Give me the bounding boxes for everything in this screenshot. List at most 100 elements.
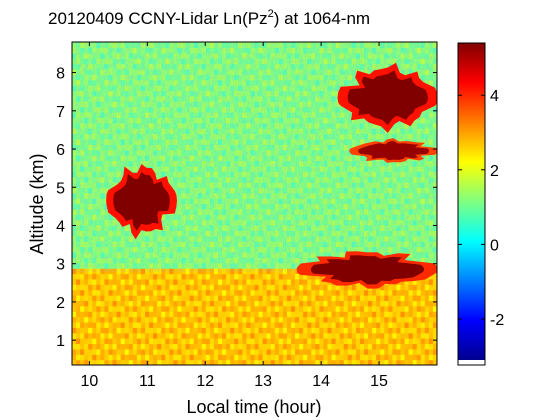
heatmap-cell [100, 300, 106, 307]
heatmap-cell [222, 359, 227, 365]
heatmap-cell [84, 332, 89, 339]
heatmap-cell [291, 359, 296, 365]
heatmap-cell [124, 278, 130, 285]
heatmap-cell [392, 305, 398, 312]
heatmap-cell [169, 338, 174, 345]
heatmap-cell [343, 327, 349, 334]
heatmap-cell [307, 300, 312, 307]
heatmap-cell [303, 311, 308, 318]
heatmap-cell [238, 359, 243, 365]
heatmap-cell [299, 327, 304, 334]
heatmap-cell [80, 354, 85, 361]
heatmap-cell [120, 278, 126, 285]
heatmap-cell [197, 354, 203, 361]
heatmap-cell [72, 316, 77, 323]
heatmap-cell [177, 332, 183, 339]
heatmap-cell [408, 354, 414, 361]
heatmap-cell [100, 321, 106, 328]
heatmap-cell [355, 354, 361, 361]
heatmap-cell [218, 284, 223, 291]
heatmap-cell [136, 327, 142, 334]
heatmap-cell [213, 316, 219, 323]
heatmap-cell [173, 348, 179, 355]
heatmap-cell [408, 321, 414, 328]
heatmap-cell [120, 295, 126, 301]
heatmap-cell [270, 354, 276, 361]
heatmap-cell [331, 354, 337, 361]
heatmap-cell [343, 348, 349, 355]
heatmap-cell [307, 327, 312, 334]
heatmap-cell [376, 289, 381, 296]
heatmap-cell [254, 327, 260, 334]
heatmap-cell [149, 295, 154, 301]
heatmap-cell [96, 273, 101, 280]
heatmap-cell [307, 338, 312, 345]
heatmap-cell [76, 278, 81, 285]
heatmap-cell [286, 305, 292, 312]
heatmap-cell [262, 295, 268, 301]
heatmap-cell [303, 300, 308, 307]
heatmap-cell [307, 359, 312, 365]
heatmap-cell [376, 338, 381, 345]
heatmap-cell [226, 305, 231, 312]
heatmap-cell [335, 354, 341, 361]
heatmap-cell [189, 305, 195, 312]
heatmap-cell [295, 327, 300, 334]
heatmap-cell [274, 305, 280, 312]
heatmap-cell [339, 338, 345, 345]
heatmap-cell [299, 354, 304, 361]
heatmap-cell [258, 332, 264, 339]
heatmap-cell [400, 343, 406, 350]
heatmap-cell [72, 295, 77, 301]
heatmap-cell [205, 354, 211, 361]
heatmap-cell [169, 273, 174, 280]
heatmap-cell [388, 300, 393, 307]
heatmap-cell [226, 327, 231, 334]
heatmap-cell [364, 327, 369, 334]
heatmap-cell [299, 289, 304, 296]
heatmap-cell [339, 359, 345, 365]
heatmap-cell [364, 343, 369, 350]
heatmap-cell [404, 311, 410, 318]
heatmap-cell [307, 321, 312, 328]
heatmap-cell [339, 316, 345, 323]
heatmap-cell [80, 327, 85, 334]
heatmap-cell [140, 295, 146, 301]
heatmap-cell [149, 332, 154, 339]
heatmap-cell [242, 289, 247, 296]
heatmap-cell [226, 289, 231, 296]
heatmap-cell [262, 316, 268, 323]
heatmap-cell [112, 348, 118, 355]
heatmap-cell [335, 327, 341, 334]
heatmap-cell [222, 332, 227, 339]
heatmap-cell [254, 332, 260, 339]
heatmap-cell [343, 332, 349, 339]
heatmap-cell [84, 359, 89, 365]
heatmap-cell [319, 284, 325, 291]
heatmap-cell [124, 289, 130, 296]
heatmap-cell [262, 343, 268, 350]
heatmap-cell [246, 338, 252, 345]
heatmap-cell [169, 321, 174, 328]
heatmap-cell [364, 332, 369, 339]
heatmap-cell [258, 359, 264, 365]
heatmap-cell [157, 359, 162, 365]
heatmap-cell [355, 359, 361, 365]
heatmap-cell [254, 295, 260, 301]
heatmap-cell [88, 284, 93, 291]
heatmap-cell [368, 289, 373, 296]
heatmap-cell [359, 295, 365, 301]
heatmap-cell [286, 359, 292, 365]
heatmap-cell [80, 278, 85, 285]
heatmap-cell [205, 327, 211, 334]
heatmap-cell [173, 359, 179, 365]
heatmap-cell [299, 300, 304, 307]
heatmap-cell [193, 311, 199, 318]
heatmap-cell [364, 359, 369, 365]
heatmap-cell [323, 348, 329, 355]
heatmap-cell [189, 338, 195, 345]
heatmap-cell [84, 284, 89, 291]
heatmap-cell [234, 321, 239, 328]
heatmap-cell [246, 300, 252, 307]
heatmap-cell [303, 327, 308, 334]
